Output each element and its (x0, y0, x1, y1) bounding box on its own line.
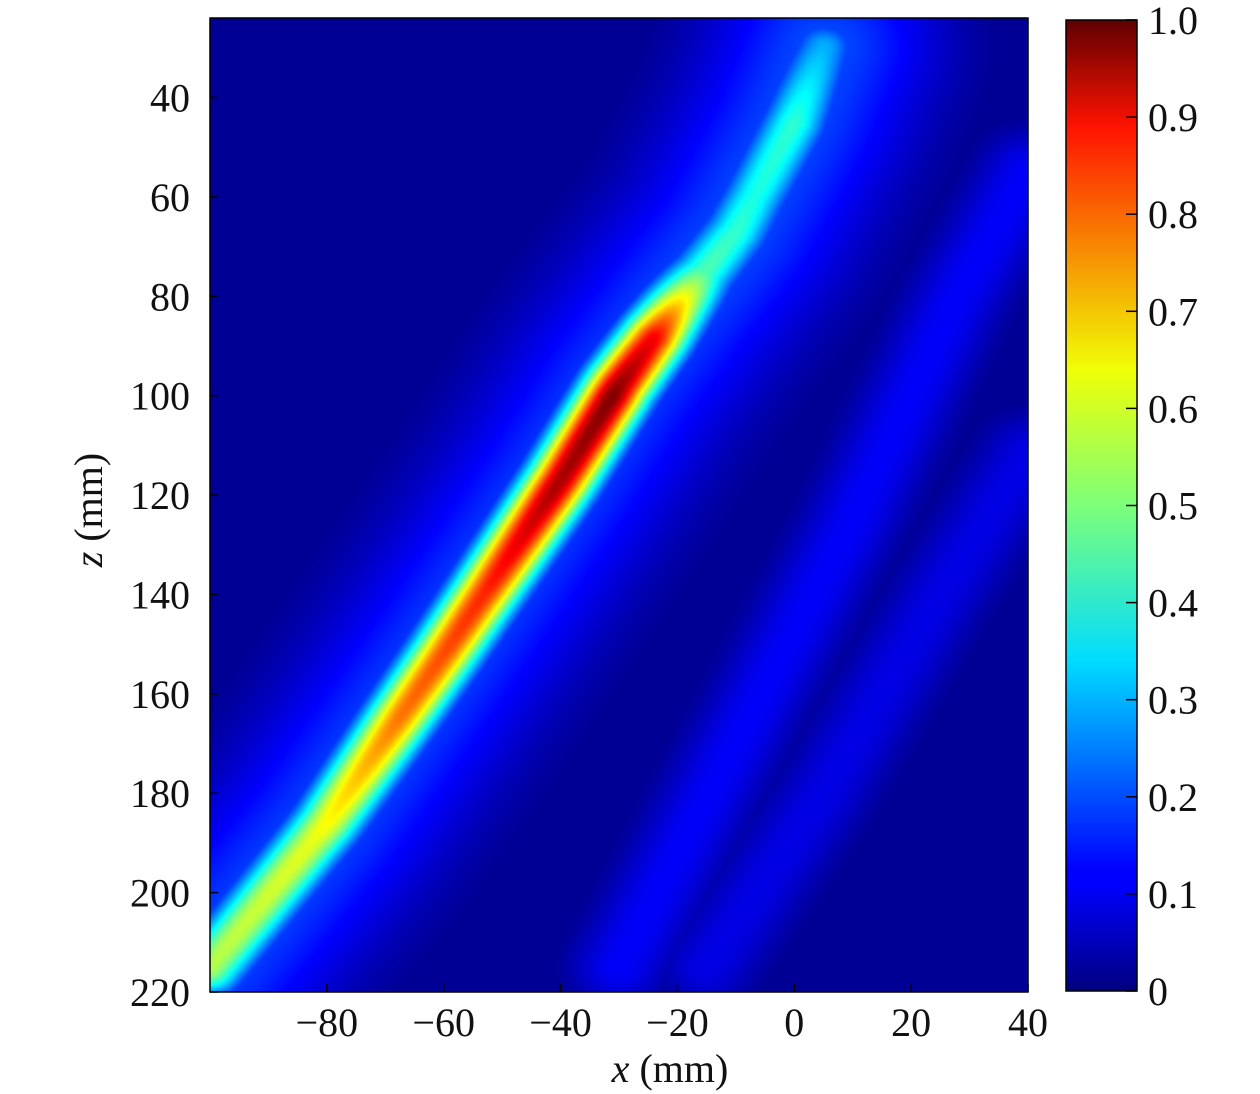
y-tick-label: 160 (130, 672, 190, 717)
x-tick-label: −20 (646, 1000, 709, 1045)
colorbar-tick-label: 0.7 (1148, 289, 1198, 334)
colorbar-tick-label: 0.9 (1148, 95, 1198, 140)
x-tick-label: −80 (296, 1000, 359, 1045)
colorbar-tick-label: 0.2 (1148, 775, 1198, 820)
y-tick-label: 180 (130, 771, 190, 816)
y-axis-unit: (mm) (66, 453, 111, 552)
y-tick-label: 120 (130, 473, 190, 518)
y-tick-label: 100 (130, 374, 190, 419)
plot-area (209, 17, 1029, 993)
y-tick-label: 40 (150, 76, 190, 121)
colorbar-tick-label: 0.3 (1148, 678, 1198, 723)
x-tick-label: 0 (784, 1000, 804, 1045)
x-tick-label: −60 (412, 1000, 475, 1045)
y-tick-label: 80 (150, 274, 190, 319)
colorbar-tick-label: 0 (1148, 969, 1168, 1014)
x-tick-label: 40 (1008, 1000, 1048, 1045)
colorbar-ticks: 1.0 0.9 0.8 0.7 0.6 0.5 0.4 0.3 0.2 0.1 0 (1126, 0, 1198, 1014)
colorbar-tick-label: 0.5 (1148, 484, 1198, 529)
colorbar: 1.0 0.9 0.8 0.7 0.6 0.5 0.4 0.3 0.2 0.1 0 (1065, 0, 1198, 1014)
y-tick-label: 200 (130, 871, 190, 916)
colorbar-tick-label: 0.1 (1148, 872, 1198, 917)
colorbar-tick-label: 0.6 (1148, 386, 1198, 431)
colorbar-tick-label: 0.8 (1148, 192, 1198, 237)
y-axis-title: z (mm) (66, 453, 111, 568)
colorbar-tick-label: 0.4 (1148, 581, 1198, 626)
x-tick-label: 20 (891, 1000, 931, 1045)
y-axis-symbol: z (66, 551, 111, 568)
x-axis-title: x (mm) (611, 1046, 729, 1091)
heatmap-image (210, 18, 1028, 992)
y-axis-ticks: 40 60 80 100 120 140 160 180 200 220 (130, 76, 218, 1015)
x-tick-label: −40 (529, 1000, 592, 1045)
colorbar-tick-label: 1.0 (1148, 0, 1198, 43)
y-tick-label: 140 (130, 572, 190, 617)
y-tick-label: 220 (130, 970, 190, 1015)
y-tick-label: 60 (150, 175, 190, 220)
x-axis-unit: (mm) (629, 1046, 728, 1091)
plot-frame (209, 17, 1029, 993)
x-axis-symbol: x (611, 1046, 630, 1091)
x-axis-ticks: −80 −60 −40 −20 0 20 40 (296, 984, 1048, 1045)
